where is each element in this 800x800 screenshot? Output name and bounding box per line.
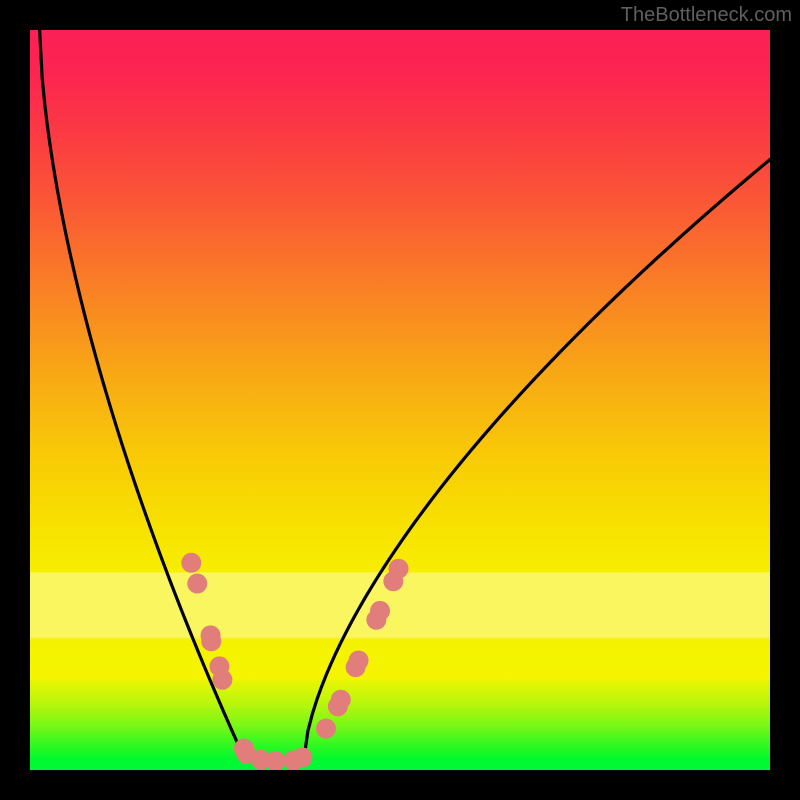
- data-marker: [349, 650, 369, 670]
- data-marker: [389, 559, 409, 579]
- plot-svg: [30, 30, 770, 770]
- data-marker: [201, 631, 221, 651]
- data-marker: [331, 690, 351, 710]
- data-marker: [187, 574, 207, 594]
- plot-area: [30, 30, 770, 770]
- watermark-text: TheBottleneck.com: [621, 4, 792, 27]
- data-marker: [370, 601, 390, 621]
- chart-stage: TheBottleneck.com: [0, 0, 800, 800]
- data-marker: [292, 747, 312, 767]
- data-marker: [316, 719, 336, 739]
- gradient-background: [30, 30, 770, 770]
- data-marker: [212, 670, 232, 690]
- data-marker: [181, 553, 201, 573]
